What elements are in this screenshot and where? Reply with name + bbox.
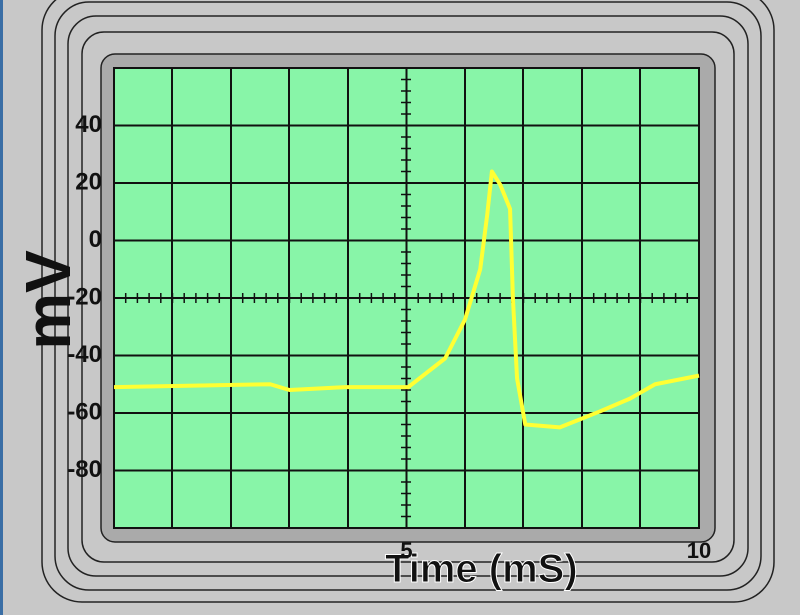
x-tick-label: 5 (400, 538, 412, 563)
y-tick-label: -80 (67, 456, 102, 483)
y-tick-label: 20 (75, 168, 102, 195)
y-tick-label: -60 (67, 398, 102, 425)
data-line (113, 169, 700, 430)
y-axis-title: mV (12, 250, 84, 350)
y-tick-label: -40 (67, 341, 102, 368)
y-tick-label: -20 (67, 283, 102, 310)
y-tick-label: 40 (75, 111, 102, 138)
x-tick-label: 10 (687, 538, 711, 563)
edge (0, 0, 3, 615)
x-axis-title: Time (mS) (385, 547, 578, 591)
y-tick-label: 0 (89, 226, 102, 253)
